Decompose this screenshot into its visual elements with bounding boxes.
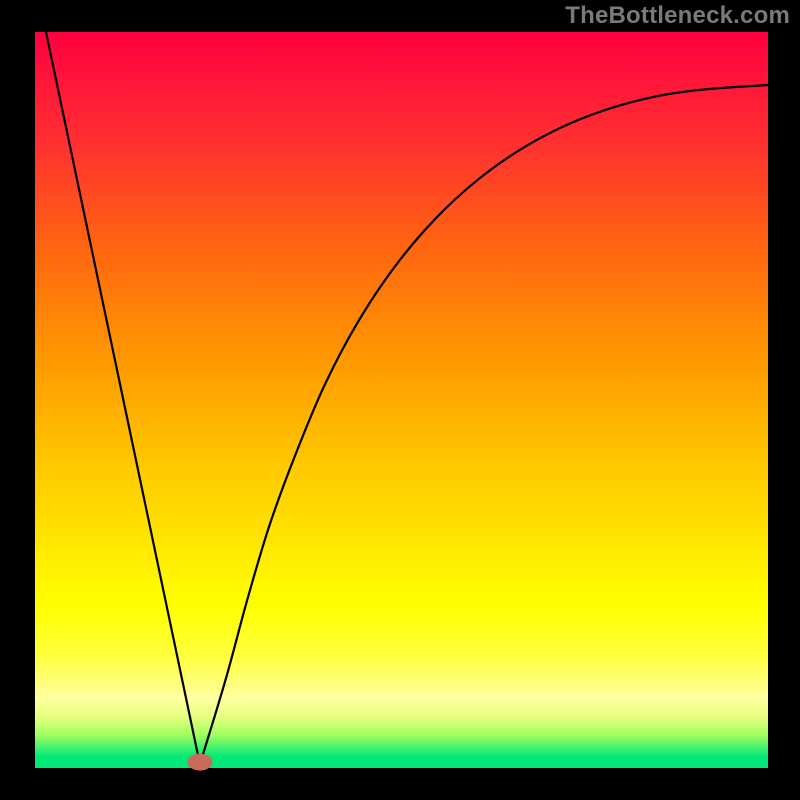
figure-root: TheBottleneck.com	[0, 0, 800, 800]
plot-background	[35, 32, 768, 768]
minimum-marker	[188, 754, 212, 770]
watermark-text: TheBottleneck.com	[565, 2, 790, 30]
chart-svg	[0, 0, 800, 800]
